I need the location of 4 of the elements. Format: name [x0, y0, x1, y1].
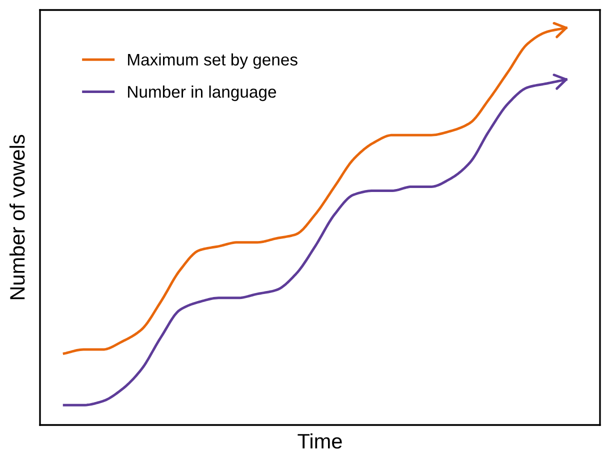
legend-label: Maximum set by genes [128, 53, 298, 69]
x-axis-title: Time [298, 433, 342, 449]
y-axis-title: Number of vowels [9, 134, 25, 300]
legend-label: Number in language [128, 86, 276, 102]
